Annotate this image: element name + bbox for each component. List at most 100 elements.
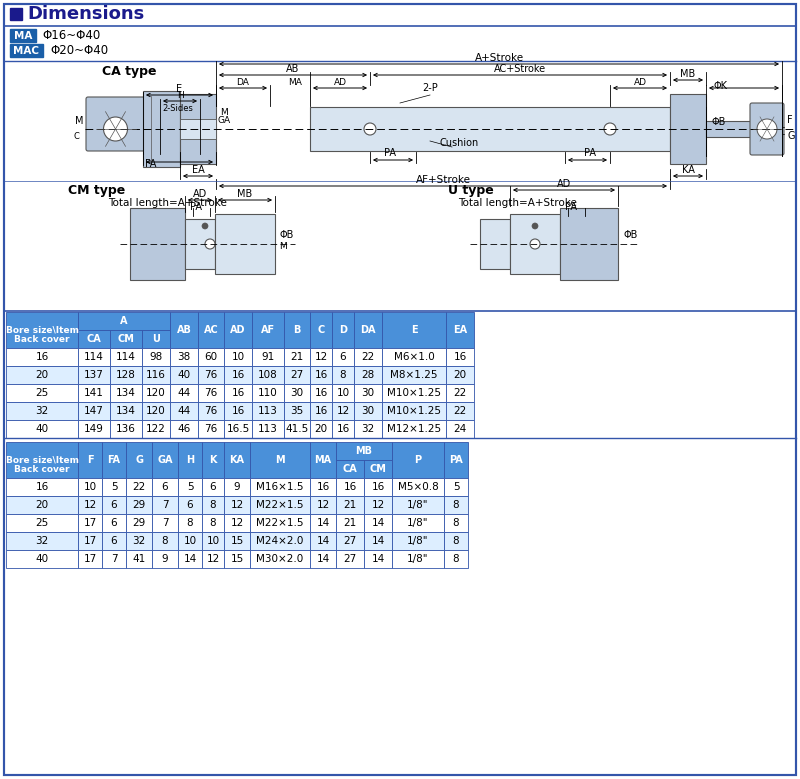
Text: 14: 14 xyxy=(316,518,330,528)
Bar xyxy=(180,119,216,139)
Circle shape xyxy=(205,239,215,249)
Text: 12: 12 xyxy=(230,518,244,528)
Bar xyxy=(6,532,78,550)
Bar xyxy=(6,550,78,568)
Text: 16: 16 xyxy=(35,352,49,362)
Bar xyxy=(382,312,446,348)
Bar xyxy=(284,366,310,384)
Bar xyxy=(310,348,332,366)
Text: 16: 16 xyxy=(371,482,385,492)
Bar xyxy=(6,514,78,532)
Bar xyxy=(392,550,444,568)
Bar xyxy=(152,478,178,496)
Bar xyxy=(110,330,142,348)
Text: 8: 8 xyxy=(453,500,459,510)
Bar xyxy=(102,496,126,514)
Text: 116: 116 xyxy=(146,370,166,380)
Text: 32: 32 xyxy=(132,536,146,546)
Text: 1/8": 1/8" xyxy=(407,518,429,528)
Text: 44: 44 xyxy=(178,388,190,398)
Bar xyxy=(250,550,310,568)
Text: 10: 10 xyxy=(83,482,97,492)
Text: EA: EA xyxy=(192,165,204,175)
Text: 22: 22 xyxy=(132,482,146,492)
Text: 16: 16 xyxy=(231,388,245,398)
Bar xyxy=(110,366,142,384)
Text: E: E xyxy=(177,84,182,94)
Text: 14: 14 xyxy=(371,536,385,546)
Text: 6: 6 xyxy=(186,500,194,510)
Bar xyxy=(480,219,510,269)
Text: 14: 14 xyxy=(371,554,385,564)
Bar xyxy=(392,514,444,532)
Bar xyxy=(198,402,224,420)
Text: CM: CM xyxy=(118,334,134,344)
Circle shape xyxy=(604,123,616,135)
Bar xyxy=(224,312,252,348)
Text: F: F xyxy=(86,455,94,465)
Text: 6: 6 xyxy=(162,482,168,492)
Text: 24: 24 xyxy=(454,424,466,434)
Text: 8: 8 xyxy=(453,554,459,564)
Bar xyxy=(706,121,760,137)
Text: 27: 27 xyxy=(343,536,357,546)
Bar xyxy=(310,532,336,550)
Text: MA: MA xyxy=(314,455,331,465)
Bar xyxy=(224,550,250,568)
Bar xyxy=(6,496,78,514)
Text: EA: EA xyxy=(453,325,467,335)
Bar xyxy=(336,496,364,514)
Bar xyxy=(185,219,215,269)
Text: G: G xyxy=(787,131,794,141)
Text: B: B xyxy=(294,325,301,335)
Bar xyxy=(446,402,474,420)
Text: Φ16~Φ40: Φ16~Φ40 xyxy=(42,29,100,42)
Bar xyxy=(252,312,284,348)
Text: AB: AB xyxy=(177,325,191,335)
Bar xyxy=(102,442,126,478)
Bar xyxy=(310,420,332,438)
Bar xyxy=(10,29,36,42)
Text: 20: 20 xyxy=(454,370,466,380)
Text: 9: 9 xyxy=(162,554,168,564)
Text: AC+Stroke: AC+Stroke xyxy=(494,64,546,74)
Text: 40: 40 xyxy=(35,554,49,564)
Text: ΦB: ΦB xyxy=(623,230,638,240)
Text: 108: 108 xyxy=(258,370,278,380)
Text: 14: 14 xyxy=(316,536,330,546)
Text: Back cover: Back cover xyxy=(14,464,70,474)
Text: PA: PA xyxy=(449,455,463,465)
Text: M: M xyxy=(275,455,285,465)
Bar xyxy=(130,208,185,280)
Text: 29: 29 xyxy=(132,500,146,510)
Bar xyxy=(198,366,224,384)
Text: PA: PA xyxy=(565,202,577,212)
Text: 16: 16 xyxy=(314,406,328,416)
Text: 12: 12 xyxy=(371,500,385,510)
Bar xyxy=(78,532,102,550)
Text: 2-Sides: 2-Sides xyxy=(162,104,193,113)
Bar xyxy=(78,496,102,514)
Circle shape xyxy=(757,119,777,139)
Bar xyxy=(142,348,170,366)
Bar xyxy=(444,514,468,532)
Bar xyxy=(152,514,178,532)
Text: FA: FA xyxy=(107,455,121,465)
Circle shape xyxy=(364,123,376,135)
Bar xyxy=(102,532,126,550)
Text: AD: AD xyxy=(634,78,646,87)
Bar xyxy=(224,366,252,384)
Text: CM type: CM type xyxy=(68,184,126,197)
Bar xyxy=(252,366,284,384)
Bar xyxy=(336,442,392,460)
Text: 14: 14 xyxy=(371,518,385,528)
Text: AB: AB xyxy=(286,64,300,74)
Bar xyxy=(6,384,78,402)
Text: MA: MA xyxy=(288,78,302,87)
Text: 20: 20 xyxy=(314,424,327,434)
Text: 137: 137 xyxy=(84,370,104,380)
Bar xyxy=(310,107,670,151)
Bar xyxy=(250,514,310,532)
Text: AF: AF xyxy=(261,325,275,335)
Text: DA: DA xyxy=(237,78,250,87)
